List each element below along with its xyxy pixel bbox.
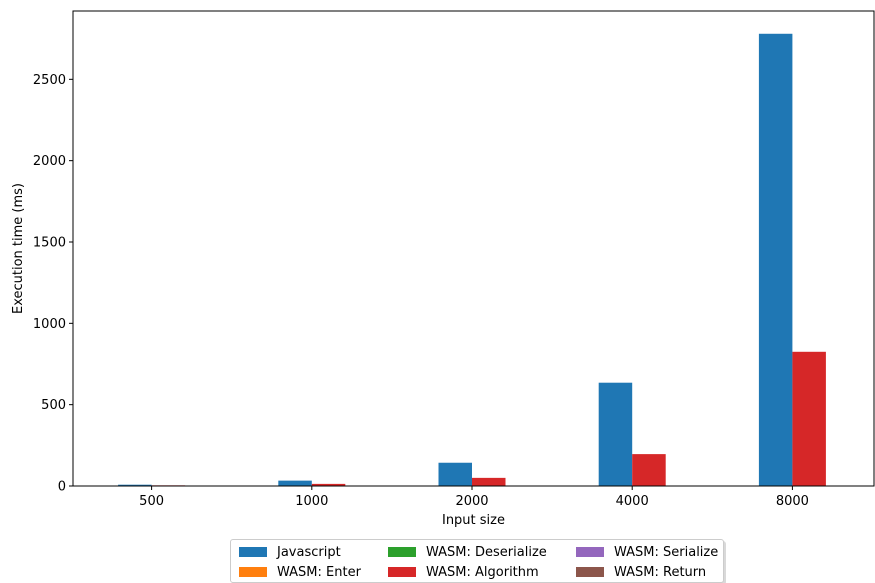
legend-item-wasm-return: WASM: Return (576, 563, 706, 581)
legend-label: WASM: Serialize (614, 544, 719, 560)
x-axis-label: Input size (442, 513, 505, 528)
legend-item-wasm-enter: WASM: Enter (239, 563, 361, 581)
legend-item-wasm-deserialize: WASM: Deserialize (388, 543, 547, 561)
y-tick-label: 2500 (33, 73, 66, 88)
legend-item-wasm-serialize: WASM: Serialize (576, 543, 718, 561)
bar-javascript (438, 462, 472, 486)
y-axis: 0 500 1000 1500 2000 2500 (33, 73, 73, 495)
legend-swatch (239, 547, 267, 557)
legend-swatch (388, 547, 416, 557)
bars (118, 33, 826, 486)
y-tick-label: 1500 (33, 235, 66, 250)
bar-javascript (278, 480, 312, 486)
y-tick-label: 2000 (33, 154, 66, 169)
legend-swatch (576, 547, 604, 557)
y-tick-label: 500 (41, 398, 66, 413)
x-axis: 500 1000 2000 4000 8000 (139, 486, 809, 509)
bar-wasm-algorithm (311, 483, 346, 486)
plot-frame (72, 10, 875, 487)
legend-swatch (576, 567, 604, 577)
bar-wasm-algorithm (792, 351, 826, 486)
chart: 0 500 1000 1500 2000 2500 500 1000 2000 4000 8000… (11, 10, 875, 528)
legend-swatch (239, 567, 267, 577)
legend-label: Javascript (277, 544, 341, 560)
bar-javascript (118, 484, 152, 486)
legend-label: WASM: Algorithm (426, 564, 539, 580)
x-tick-label: 4000 (616, 494, 649, 509)
x-tick-label: 1000 (295, 494, 328, 509)
x-tick-label: 500 (139, 494, 164, 509)
y-tick-label: 0 (58, 480, 66, 495)
y-axis-label: Execution time (ms) (11, 183, 26, 314)
y-tick-label: 1000 (33, 317, 66, 332)
legend-swatch (388, 567, 416, 577)
legend: Javascript WASM: Enter WASM: Deserialize… (230, 539, 724, 583)
x-tick-label: 8000 (776, 494, 809, 509)
legend-item-wasm-algorithm: WASM: Algorithm (388, 563, 539, 581)
bar-javascript (758, 33, 793, 486)
legend-item-javascript: Javascript (239, 543, 341, 561)
bar-wasm-algorithm (472, 477, 506, 486)
legend-label: WASM: Return (614, 564, 707, 580)
bar-wasm-algorithm (632, 454, 666, 486)
x-tick-label: 2000 (455, 494, 488, 509)
legend-label: WASM: Deserialize (426, 544, 547, 560)
bar-javascript (598, 382, 633, 486)
legend-label: WASM: Enter (277, 564, 361, 580)
